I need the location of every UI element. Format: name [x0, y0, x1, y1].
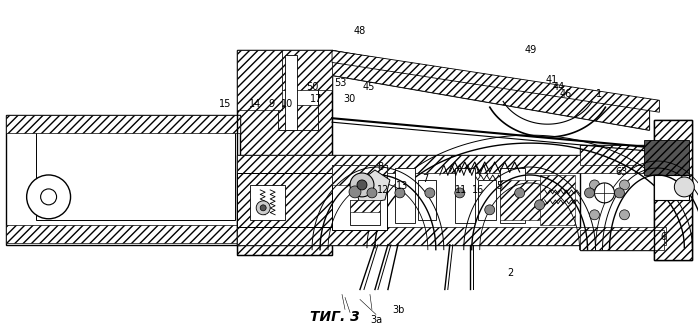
Circle shape: [41, 189, 57, 205]
Text: ΤИГ. 3: ΤИГ. 3: [310, 310, 360, 324]
Bar: [579, 230, 664, 249]
Text: 10: 10: [280, 99, 293, 109]
Text: 41: 41: [546, 75, 558, 85]
Text: 13: 13: [396, 181, 408, 191]
Bar: [332, 165, 387, 185]
Circle shape: [357, 180, 367, 190]
Bar: [36, 130, 236, 220]
Bar: [6, 115, 240, 245]
Circle shape: [260, 205, 266, 211]
Bar: [285, 55, 297, 130]
Bar: [237, 50, 332, 255]
Circle shape: [619, 210, 629, 220]
Bar: [6, 225, 240, 243]
Bar: [278, 50, 318, 75]
Circle shape: [514, 188, 525, 198]
Text: 3a: 3a: [370, 315, 382, 325]
Text: 14: 14: [250, 99, 261, 109]
Text: 2: 2: [507, 269, 513, 279]
Bar: [350, 200, 380, 212]
Bar: [278, 50, 318, 130]
Polygon shape: [332, 50, 659, 112]
Bar: [654, 120, 692, 260]
Bar: [332, 165, 387, 230]
Bar: [282, 50, 332, 90]
Bar: [350, 200, 380, 225]
Circle shape: [595, 183, 614, 203]
Circle shape: [395, 188, 405, 198]
Circle shape: [455, 188, 465, 198]
Polygon shape: [355, 170, 390, 205]
Text: 7: 7: [421, 174, 428, 184]
Bar: [500, 180, 540, 220]
Text: 16: 16: [473, 185, 484, 195]
Text: 63: 63: [615, 167, 628, 177]
Bar: [579, 145, 664, 165]
Bar: [395, 168, 415, 223]
Text: 53: 53: [334, 78, 347, 88]
Bar: [500, 168, 525, 223]
Text: 5: 5: [496, 181, 503, 191]
Text: 3b: 3b: [392, 305, 405, 315]
Text: 1: 1: [596, 90, 603, 100]
Text: 15: 15: [219, 99, 231, 109]
Circle shape: [675, 177, 694, 197]
Bar: [418, 180, 436, 220]
Bar: [540, 175, 575, 225]
Bar: [477, 180, 496, 220]
Text: 30: 30: [343, 94, 356, 104]
Circle shape: [27, 175, 71, 219]
Bar: [654, 120, 692, 260]
Circle shape: [619, 180, 629, 190]
Text: 46: 46: [560, 90, 572, 100]
Circle shape: [589, 210, 600, 220]
Bar: [237, 173, 332, 227]
Text: 12: 12: [377, 185, 389, 195]
Circle shape: [425, 188, 435, 198]
Circle shape: [367, 188, 377, 198]
Circle shape: [350, 173, 374, 197]
Text: 9: 9: [268, 99, 275, 109]
Circle shape: [349, 186, 361, 198]
Bar: [250, 185, 285, 220]
Text: 49: 49: [525, 45, 537, 55]
Polygon shape: [332, 50, 649, 130]
Bar: [237, 155, 666, 245]
Text: 45: 45: [362, 82, 375, 92]
Bar: [237, 50, 332, 255]
Circle shape: [614, 188, 624, 198]
Bar: [579, 145, 664, 249]
Bar: [455, 168, 475, 223]
Text: 8: 8: [378, 162, 384, 172]
Text: 6: 6: [661, 232, 666, 242]
Bar: [237, 155, 666, 173]
Text: 44: 44: [553, 82, 565, 92]
Circle shape: [589, 180, 600, 190]
Polygon shape: [332, 50, 649, 130]
Text: 17: 17: [310, 94, 322, 104]
Circle shape: [535, 200, 545, 210]
Bar: [237, 50, 282, 110]
Circle shape: [257, 201, 270, 215]
Text: 11: 11: [455, 185, 467, 195]
Circle shape: [584, 188, 595, 198]
Circle shape: [484, 205, 495, 215]
Bar: [237, 227, 666, 245]
Text: 48: 48: [354, 26, 366, 36]
Text: 50: 50: [306, 82, 319, 92]
Bar: [278, 105, 318, 130]
Bar: [654, 175, 689, 200]
Bar: [654, 120, 692, 260]
Bar: [6, 115, 240, 133]
Bar: [237, 173, 332, 227]
Bar: [644, 140, 689, 175]
